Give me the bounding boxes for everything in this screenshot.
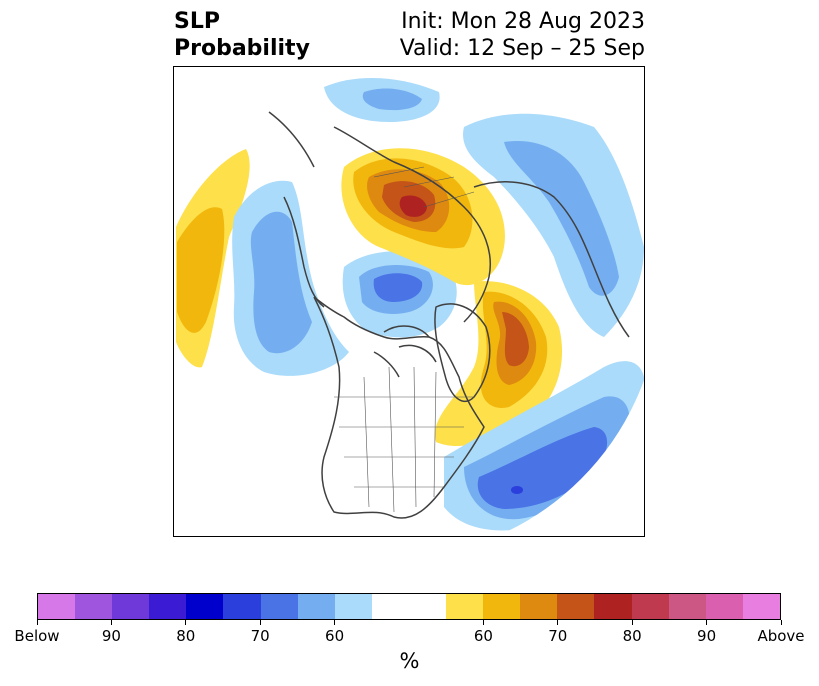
colorbar-tick-mark [110, 620, 112, 625]
field-pacific-above-65 [177, 207, 225, 333]
colorbar-segment [223, 594, 261, 619]
colorbar [37, 593, 781, 620]
chart-title-left: SLP Probability [174, 8, 310, 62]
field-natlantic-below-75 [511, 486, 523, 494]
title-product: Probability [174, 36, 310, 61]
colorbar-segment [594, 594, 632, 619]
colorbar-tick-mark [334, 620, 336, 625]
colorbar-tick-label: 70 [548, 627, 568, 645]
colorbar-segment [186, 594, 224, 619]
colorbar-tick-label: 80 [176, 627, 196, 645]
field-alaska-below-65 [250, 211, 312, 354]
colorbar-segment [631, 594, 669, 619]
colorbar-segment [446, 594, 484, 619]
colorbar-tick-label: 60 [473, 627, 493, 645]
colorbar-segment [520, 594, 558, 619]
colorbar-tick-label: 90 [101, 627, 121, 645]
colorbar-tick-label: 80 [622, 627, 642, 645]
colorbar-tick-mark [185, 620, 187, 625]
title-valid-range: Valid: 12 Sep – 25 Sep [399, 36, 645, 61]
field-atlantic-above-75 [502, 312, 529, 367]
colorbar-tick-mark [631, 620, 633, 625]
colorbar-segment [297, 594, 335, 619]
colorbar-segment [483, 594, 521, 619]
colorbar-tick-label: Below [14, 627, 60, 645]
colorbar-segment [371, 594, 409, 619]
title-variable: SLP [174, 9, 220, 34]
colorbar-tick-mark [482, 620, 484, 625]
colorbar-segment [75, 594, 113, 619]
colorbar-segment [668, 594, 706, 619]
colorbar-segment [742, 594, 780, 619]
colorbar-tick-label: 70 [250, 627, 270, 645]
colorbar-segment [705, 594, 743, 619]
colorbar-segment [557, 594, 595, 619]
colorbar-tick-label: 90 [697, 627, 717, 645]
coastlines [268, 111, 630, 519]
colorbar-tick-mark [36, 620, 38, 625]
colorbar-segment [112, 594, 150, 619]
field-arctic-below-70 [373, 273, 423, 302]
probability-map [174, 67, 644, 536]
map-panel [173, 66, 645, 537]
field-eurasia-above-80 [399, 195, 427, 217]
colorbar-tick-mark [259, 620, 261, 625]
chart-title-right: Init: Mon 28 Aug 2023 Valid: 12 Sep – 25… [400, 8, 645, 62]
colorbar-segment [334, 594, 372, 619]
field-natlantic-below-70 [477, 427, 608, 509]
colorbar-tick-label: Above [757, 627, 805, 645]
colorbar-tick-label: 60 [325, 627, 345, 645]
probability-field [176, 77, 644, 531]
borders [334, 166, 475, 513]
colorbar-segment [408, 594, 447, 619]
title-init-date: Init: Mon 28 Aug 2023 [401, 9, 645, 34]
colorbar-segment [38, 594, 76, 619]
colorbar-tick-mark [706, 620, 708, 625]
colorbar-tick-mark [780, 620, 782, 625]
colorbar-unit-label: % [399, 649, 420, 673]
colorbar-tick-mark [557, 620, 559, 625]
field-north-below-65 [362, 88, 422, 111]
colorbar-segment [149, 594, 187, 619]
colorbar-segment [260, 594, 298, 619]
